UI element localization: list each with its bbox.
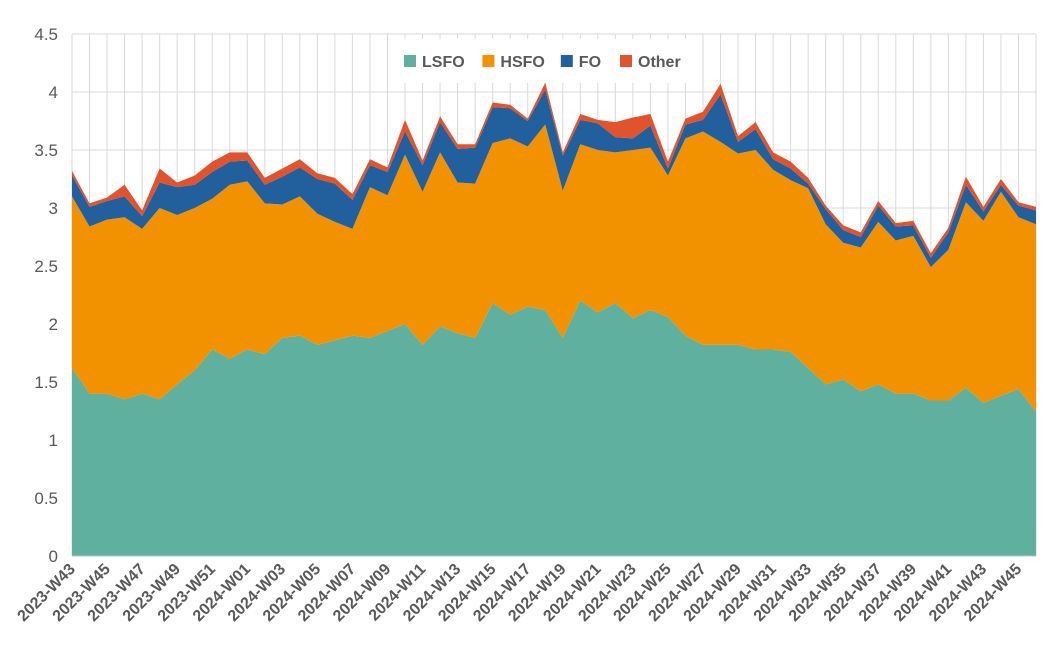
- y-tick-label: 2.5: [34, 257, 58, 276]
- y-tick-label: 2: [49, 315, 58, 334]
- legend-swatch-lsfo: [404, 55, 416, 67]
- y-tick-label: 4: [49, 83, 58, 102]
- legend-label-lsfo: LSFO: [422, 54, 465, 71]
- legend-swatch-fo: [560, 55, 573, 67]
- area-fo: [72, 89, 1036, 268]
- legend-label-fo: FO: [579, 54, 601, 71]
- area-hsfo: [72, 124, 1036, 413]
- y-tick-label: 1.5: [34, 373, 58, 392]
- area-lsfo: [72, 300, 1036, 556]
- legend-label-hsfo: HSFO: [500, 54, 544, 71]
- legend-background: [388, 39, 702, 83]
- plot-areas: [72, 82, 1036, 556]
- y-tick-label: 0: [49, 547, 58, 566]
- y-tick-label: 4.5: [34, 25, 58, 44]
- y-tick-label: 3.5: [34, 141, 58, 160]
- legend-swatch-hsfo: [482, 55, 495, 67]
- y-tick-label: 3: [49, 199, 58, 218]
- legend: LSFO HSFO FO Other: [388, 39, 702, 83]
- legend-swatch-other: [620, 55, 632, 67]
- area-other: [72, 82, 1036, 258]
- legend-label-other: Other: [638, 54, 681, 71]
- y-tick-label: 0.5: [34, 489, 58, 508]
- y-tick-label: 1: [49, 431, 58, 450]
